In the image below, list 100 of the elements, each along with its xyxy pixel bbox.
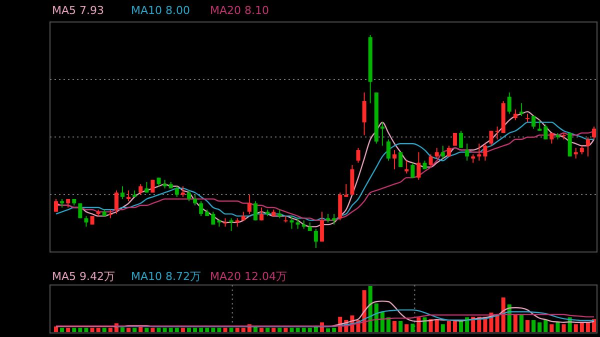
candlestick bbox=[483, 143, 488, 162]
candlestick bbox=[344, 184, 348, 198]
candlestick bbox=[338, 192, 342, 221]
candlestick bbox=[452, 132, 457, 146]
bar bbox=[532, 320, 536, 332]
candlestick bbox=[434, 147, 439, 160]
bar bbox=[120, 327, 124, 332]
candlestick bbox=[296, 218, 300, 230]
candlestick bbox=[459, 130, 464, 148]
bar bbox=[235, 328, 240, 332]
candlestick bbox=[386, 138, 390, 162]
candlestick bbox=[398, 152, 403, 168]
bar bbox=[332, 328, 336, 332]
candlestick bbox=[290, 216, 294, 230]
candlestick bbox=[54, 198, 58, 212]
bar bbox=[296, 328, 300, 332]
bar bbox=[72, 328, 76, 332]
candlestick bbox=[229, 218, 234, 232]
bar bbox=[174, 328, 179, 332]
candlestick bbox=[193, 194, 198, 206]
candlestick bbox=[174, 186, 179, 198]
candlestick bbox=[126, 190, 131, 202]
candlestick bbox=[186, 190, 191, 202]
bar bbox=[126, 328, 131, 332]
bar bbox=[550, 324, 554, 332]
bar bbox=[580, 322, 584, 332]
candlestick bbox=[404, 160, 409, 174]
bar bbox=[592, 319, 596, 332]
bar bbox=[150, 328, 155, 332]
bar bbox=[326, 328, 330, 332]
text: MA5 7.93 bbox=[52, 4, 104, 17]
bar bbox=[186, 328, 191, 332]
bar bbox=[440, 324, 445, 332]
bar bbox=[398, 320, 403, 332]
bar bbox=[459, 320, 464, 332]
candlestick bbox=[495, 126, 500, 140]
bar bbox=[217, 328, 222, 332]
bar bbox=[562, 324, 566, 332]
bar bbox=[574, 324, 578, 332]
bar bbox=[404, 324, 409, 332]
candlestick bbox=[120, 186, 124, 200]
bar bbox=[526, 320, 530, 332]
bar bbox=[519, 314, 524, 332]
text: MA5 9.42万 bbox=[52, 270, 116, 283]
candlestick bbox=[592, 126, 596, 140]
candlestick bbox=[332, 213, 336, 226]
bar bbox=[205, 328, 210, 332]
candlestick bbox=[114, 190, 118, 214]
bar bbox=[586, 322, 590, 332]
text: MA10 8.00 bbox=[131, 4, 190, 17]
bar bbox=[392, 320, 397, 332]
bar bbox=[102, 328, 106, 332]
candlestick bbox=[532, 115, 536, 130]
bar bbox=[266, 328, 270, 332]
candlestick bbox=[392, 150, 397, 170]
bar bbox=[168, 328, 173, 332]
bar bbox=[302, 328, 306, 332]
bar bbox=[193, 328, 198, 332]
candlestick bbox=[574, 147, 578, 160]
bar bbox=[538, 322, 542, 332]
bar bbox=[290, 328, 294, 332]
candlestick bbox=[260, 207, 264, 221]
bar bbox=[278, 328, 282, 332]
candlestick bbox=[211, 211, 216, 226]
candlestick bbox=[477, 143, 482, 162]
bar bbox=[90, 328, 94, 332]
bar bbox=[180, 328, 185, 332]
candlestick bbox=[356, 147, 360, 164]
bar bbox=[380, 312, 384, 332]
candlestick bbox=[380, 122, 384, 146]
candlestick bbox=[568, 132, 572, 157]
bar bbox=[434, 320, 439, 332]
bar bbox=[78, 328, 82, 332]
bar bbox=[513, 314, 518, 332]
bar bbox=[144, 328, 149, 332]
bar bbox=[223, 328, 228, 332]
bar bbox=[156, 328, 161, 332]
bar bbox=[84, 328, 88, 332]
candlestick bbox=[513, 109, 518, 121]
bar bbox=[260, 328, 264, 332]
bar bbox=[108, 328, 112, 332]
candlestick bbox=[507, 92, 512, 114]
bar bbox=[410, 324, 415, 332]
text: MA20 12.04万 bbox=[210, 270, 287, 283]
candlestick bbox=[538, 120, 542, 132]
bar bbox=[501, 298, 506, 332]
text: MA10 8.72万 bbox=[131, 270, 202, 283]
bar bbox=[96, 328, 100, 332]
candlestick bbox=[446, 145, 451, 157]
candlestick bbox=[416, 152, 421, 180]
candlestick bbox=[489, 130, 494, 146]
bar bbox=[241, 328, 246, 332]
bar bbox=[162, 328, 167, 332]
bar bbox=[272, 328, 276, 332]
bar bbox=[422, 317, 427, 332]
candlestick bbox=[314, 228, 318, 248]
candlestick bbox=[519, 102, 524, 116]
bar bbox=[416, 317, 421, 332]
bar bbox=[66, 328, 70, 332]
candlestick bbox=[138, 184, 143, 196]
